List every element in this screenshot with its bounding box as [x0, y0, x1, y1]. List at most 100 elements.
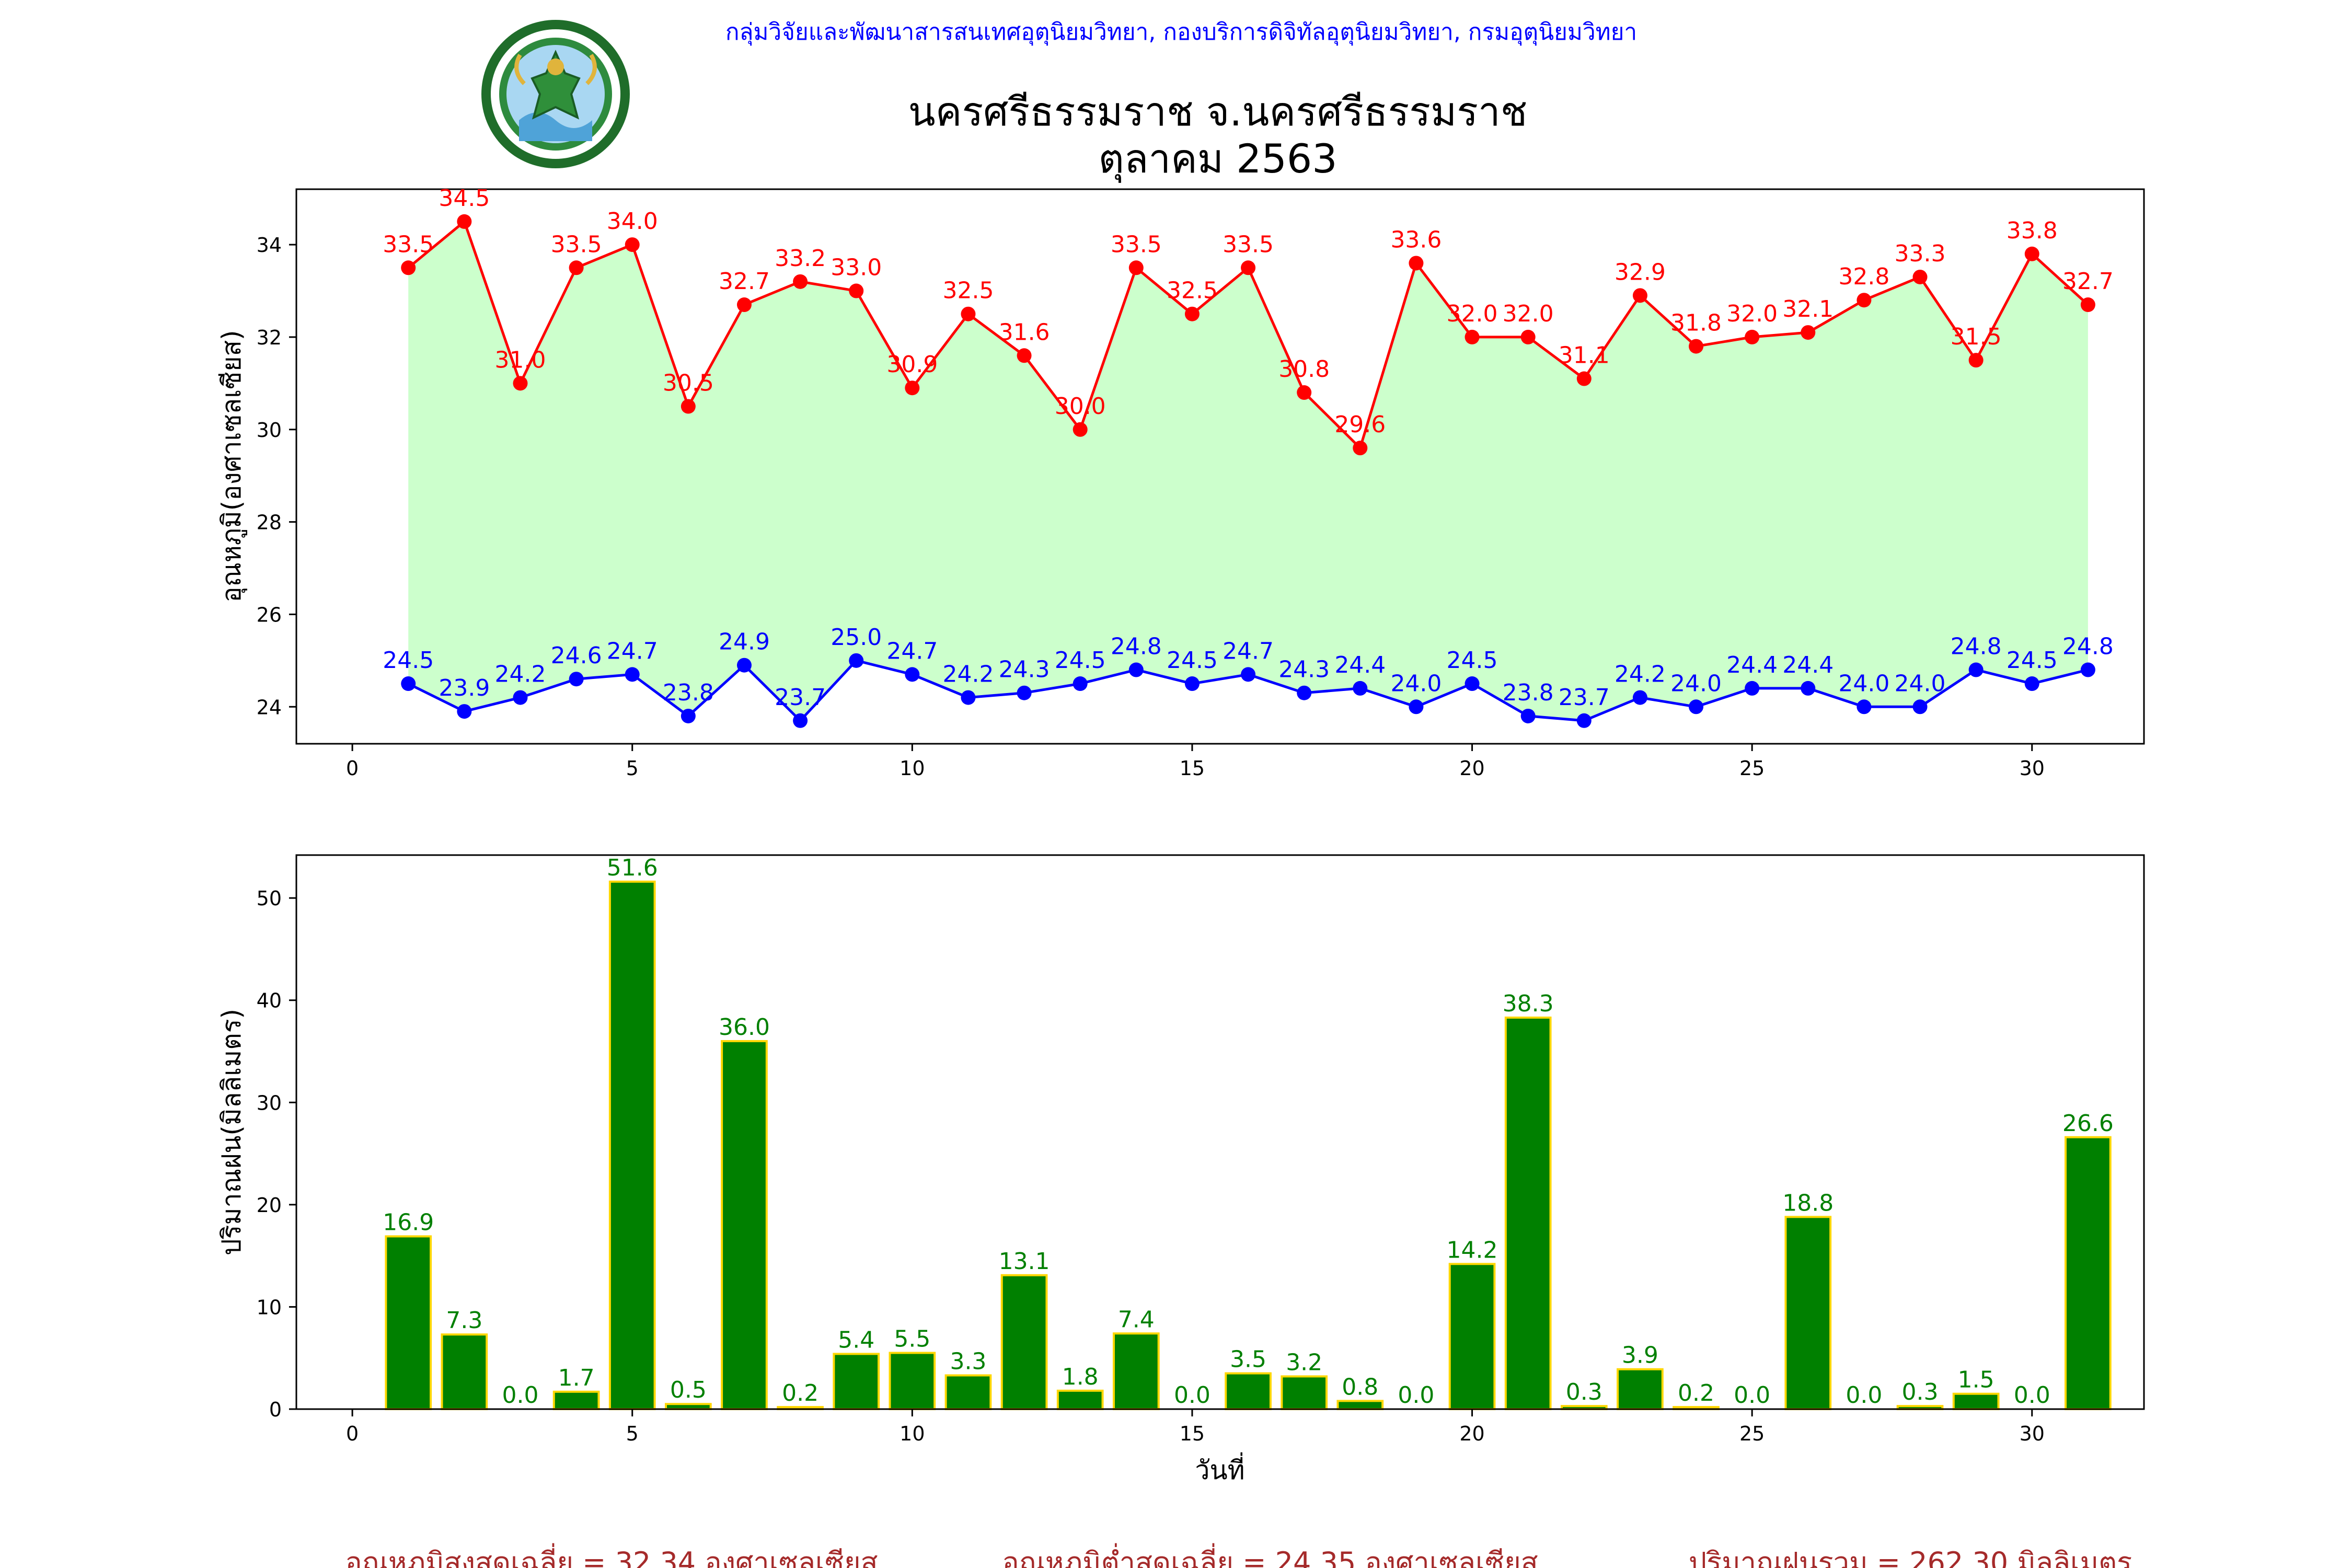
min-temperature-point	[1632, 690, 1647, 705]
rainfall-bar	[1225, 1372, 1272, 1410]
max-temperature-point	[513, 376, 528, 391]
min-temperature-label: 23.9	[439, 675, 490, 701]
min-temperature-point	[1128, 662, 1144, 677]
max-temperature-label: 31.5	[1951, 324, 2002, 350]
max-temperature-label: 30.0	[1055, 393, 1106, 420]
min-temperature-point	[793, 713, 808, 728]
rainfall-label: 0.0	[1734, 1382, 1770, 1409]
rainfall-label: 7.3	[446, 1307, 482, 1334]
rainfall-label: 0.2	[782, 1380, 818, 1406]
min-temperature-point	[736, 658, 752, 673]
rainfall-data-labels: 16.9 7.3 0.0 1.7 51.6 0.5 36.0 0.2 5.4 5.5 3.3 13.1…	[383, 855, 2114, 1409]
rainfall-bar	[1504, 1016, 1552, 1410]
rainfall-label: 7.4	[1118, 1306, 1155, 1333]
max-temperature-label: 30.5	[663, 370, 714, 397]
y-tick-label: 30	[257, 419, 282, 442]
x-tick-label: 20	[1459, 1422, 1484, 1445]
min-temperature-label: 24.3	[999, 656, 1050, 683]
rainfall-label: 0.0	[1846, 1382, 1882, 1409]
rainfall-label: 5.5	[894, 1325, 930, 1352]
min-temperature-label: 24.3	[1278, 656, 1330, 683]
min-temperature-point	[513, 690, 528, 705]
max-temperature-label: 30.9	[886, 351, 938, 378]
max-temperature-point	[1968, 353, 1984, 368]
max-temperature-point	[736, 297, 752, 313]
min-temperature-label: 24.2	[1615, 661, 1666, 688]
max-temperature-label: 33.5	[383, 231, 434, 258]
max-temperature-point	[793, 274, 808, 289]
rainfall-label: 26.6	[2062, 1110, 2114, 1137]
x-tick-label: 0	[346, 1422, 359, 1445]
min-temperature-point	[1912, 699, 1928, 714]
min-temperature-label: 23.7	[1559, 684, 1610, 711]
min-temperature-label: 24.5	[1167, 647, 1218, 674]
max-temperature-point	[1576, 371, 1592, 386]
max-temperature-point	[1520, 329, 1536, 344]
min-temperature-label: 24.2	[495, 661, 546, 688]
min-temperature-label: 24.7	[607, 638, 658, 664]
max-temperature-label: 31.0	[495, 347, 546, 373]
rainfall-bar	[1952, 1392, 2000, 1411]
min-temperature-point	[1409, 699, 1424, 714]
max-temperature-point	[681, 399, 696, 414]
rainfall-bar	[1281, 1375, 1328, 1411]
max-temperature-label: 31.8	[1670, 310, 1722, 337]
max-temperature-label: 32.0	[1726, 301, 1778, 327]
min-temperature-point	[1745, 681, 1760, 696]
min-temperature-point	[1297, 685, 1312, 700]
temperature-range-fill	[408, 221, 2088, 721]
temperature-x-ticks: 0 5 10 15 20 25 30	[346, 744, 2045, 780]
header: กลุ่มวิจัยและพัฒนาสารสนเทศอุตุนิยมวิทยา,…	[481, 19, 1637, 183]
rainfall-label: 16.9	[383, 1209, 434, 1236]
x-tick-label: 10	[900, 1422, 925, 1445]
x-tick-label: 10	[900, 757, 925, 780]
min-temperature-point	[1968, 662, 1984, 677]
max-temperature-point	[1297, 385, 1312, 400]
rainfall-label: 18.8	[1782, 1190, 1834, 1216]
rainfall-label: 0.0	[502, 1382, 538, 1409]
rainfall-label: 38.3	[1503, 990, 1554, 1017]
x-tick-label: 25	[1739, 1422, 1765, 1445]
max-temperature-label: 31.6	[999, 319, 1050, 345]
temperature-chart: 33.534.531.033.534.030.532.733.2 33.030.9…	[216, 185, 2145, 780]
max-temperature-label: 32.0	[1447, 301, 1498, 327]
temperature-y-axis-label: อุณหภูมิ(องศาเซลเซียส)	[216, 330, 247, 602]
temperature-markers	[401, 214, 2095, 728]
min-temperature-label: 23.8	[663, 679, 714, 706]
rainfall-bar	[441, 1333, 488, 1410]
x-tick-label: 15	[1180, 757, 1205, 780]
rainfall-bar	[608, 880, 656, 1411]
y-tick-label: 30	[257, 1091, 282, 1114]
max-temperature-point	[1857, 293, 1872, 308]
max-temperature-label: 33.0	[831, 255, 882, 281]
min-temperature-point	[1689, 699, 1704, 714]
max-temperature-point	[2024, 246, 2039, 261]
min-temperature-label: 24.4	[1334, 652, 1386, 678]
max-temperature-label: 29.6	[1334, 411, 1386, 438]
rainfall-chart: 16.9 7.3 0.0 1.7 51.6 0.5 36.0 0.2 5.4 5.5 3.3 13.1…	[216, 854, 2145, 1485]
max-temperature-point	[961, 306, 976, 321]
rainfall-label: 3.2	[1286, 1349, 1322, 1376]
min-temperature-point	[1576, 713, 1592, 728]
min-temperature-point	[1073, 676, 1088, 691]
y-tick-label: 32	[257, 326, 282, 349]
rainfall-label: 0.3	[1902, 1379, 1939, 1405]
min-temperature-point	[2024, 676, 2039, 691]
max-temperature-label: 33.8	[2007, 217, 2058, 244]
rainfall-label: 36.0	[719, 1014, 770, 1041]
rainfall-bar	[1784, 1216, 1832, 1410]
rainfall-label: 1.8	[1062, 1364, 1099, 1390]
rainfall-bar	[385, 1235, 432, 1410]
rainfall-label: 0.8	[1342, 1374, 1378, 1400]
y-tick-label: 26	[257, 603, 282, 626]
max-temperature-label: 30.8	[1278, 356, 1330, 383]
rainfall-label: 0.2	[1678, 1380, 1714, 1406]
rainfall-y-ticks: 0 10 20 30 40 50	[257, 887, 296, 1421]
max-temperature-label: 32.7	[2062, 268, 2114, 295]
min-temperature-point	[961, 690, 976, 705]
rainfall-bar	[1617, 1368, 1664, 1411]
max-temperature-label: 33.5	[1111, 231, 1162, 258]
rainfall-bar	[1112, 1332, 1160, 1411]
min-temperature-label: 24.4	[1726, 652, 1778, 678]
